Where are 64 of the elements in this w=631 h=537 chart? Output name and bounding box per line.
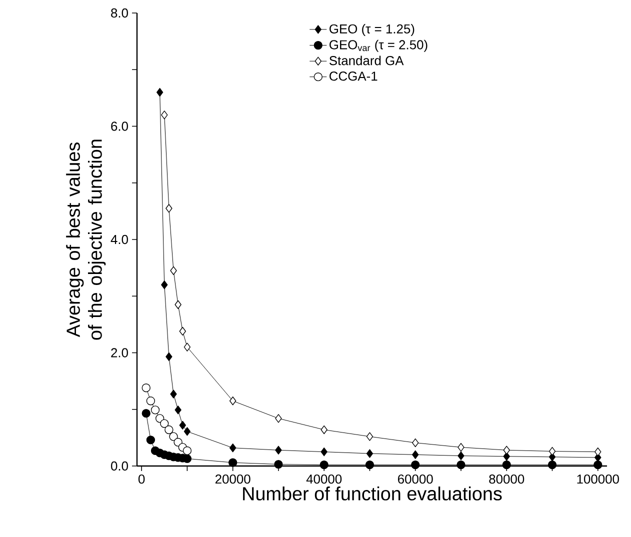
point (229, 444, 236, 452)
point (161, 280, 168, 290)
point (182, 446, 192, 456)
point (142, 384, 150, 392)
point (146, 436, 156, 444)
point (184, 427, 191, 436)
point (164, 425, 174, 434)
point (503, 452, 510, 461)
point (160, 419, 169, 428)
point (594, 448, 602, 456)
point (170, 266, 177, 275)
point (320, 460, 328, 470)
point (169, 432, 178, 441)
y-tick-label: 0.0 (110, 461, 128, 471)
point (320, 425, 328, 434)
point (179, 420, 186, 430)
point (412, 438, 419, 448)
point (174, 406, 182, 414)
x-tick-label: 0 (138, 474, 145, 484)
point (229, 396, 236, 406)
point (161, 110, 168, 120)
point (411, 460, 420, 470)
point (365, 460, 374, 470)
point (412, 450, 419, 460)
y-tick-label: 4.0 (110, 234, 128, 244)
point (594, 460, 602, 470)
point (458, 442, 464, 452)
point (156, 88, 164, 97)
point (366, 449, 374, 458)
point (146, 396, 156, 406)
point (179, 326, 186, 336)
y-axis-title: Average of best values of the objective function (66, 140, 106, 340)
point (366, 432, 374, 441)
x-tick-label: 20000 (215, 474, 250, 484)
point (458, 451, 464, 460)
point (184, 342, 191, 352)
legend-label: GEO$_{var}$ (τ = 2.50) (330, 40, 428, 52)
point (548, 460, 557, 470)
point (320, 448, 328, 456)
x-axis-title: Number of function evaluations (243, 486, 502, 500)
x-tick-label: 60000 (398, 474, 433, 484)
point (275, 446, 282, 454)
legend-label: Standard GA (329, 56, 404, 66)
y-tick-label: 6.0 (111, 122, 128, 131)
point (502, 460, 511, 470)
point (503, 446, 510, 454)
point (150, 406, 160, 414)
point (166, 352, 172, 362)
x-tick-label: 80000 (489, 474, 524, 484)
point (142, 409, 150, 418)
point (174, 300, 182, 309)
x-tick-label: 40000 (306, 474, 342, 484)
point (456, 460, 466, 470)
y-tick-label: 2.0 (111, 348, 128, 358)
point (274, 460, 283, 469)
point (548, 446, 556, 456)
point (228, 458, 238, 467)
point (170, 390, 177, 398)
y-tick-label: 8.0 (111, 8, 128, 18)
point (275, 414, 282, 423)
legend-label: CCGA-1 (330, 72, 378, 81)
x-tick-label: 100000 (577, 474, 619, 484)
legend-label: GEO (τ = 1.25) (330, 24, 414, 36)
point (166, 204, 172, 213)
